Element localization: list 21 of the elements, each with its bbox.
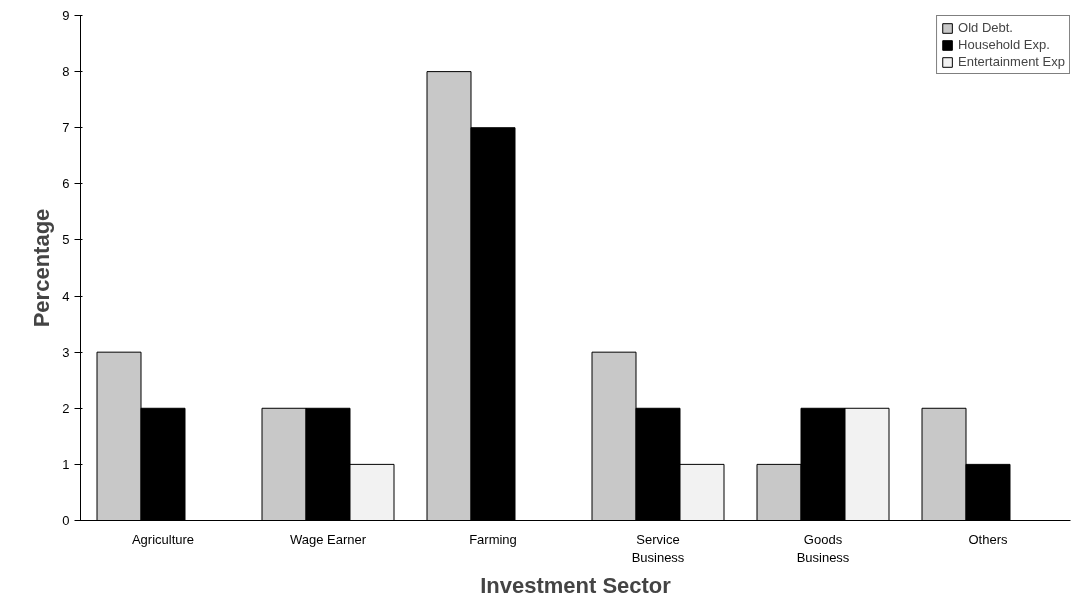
y-tick-label: 6 <box>62 176 70 192</box>
y-tick-label: 8 <box>62 64 70 80</box>
y-tick-label: 0 <box>62 513 70 528</box>
y-tick-label: 3 <box>62 344 70 360</box>
y-tick-label: 4 <box>62 288 70 304</box>
y-tick-label: 2 <box>62 400 70 416</box>
y-tick-label: 9 <box>62 8 70 23</box>
legend-label: Old Debt. <box>958 20 1013 35</box>
x-tick-label: Farming <box>469 531 517 547</box>
x-tick-label: Goods Business <box>796 531 850 565</box>
x-tick-label: Agriculture <box>131 531 195 547</box>
x-tick-label: Others <box>968 531 1009 547</box>
legend-label: Household Exp. <box>958 37 1050 52</box>
y-tick-label: 5 <box>62 232 70 248</box>
y-axis-title: Percentage <box>29 208 55 328</box>
x-tick-label: Service Business <box>631 531 685 565</box>
y-tick-label: 7 <box>62 120 70 136</box>
x-tick-label: Wage Earner <box>289 531 367 547</box>
legend-label: Entertainment Exp <box>958 54 1065 69</box>
x-axis-title: Investment Sector <box>480 572 672 598</box>
y-tick-label: 1 <box>62 456 70 472</box>
